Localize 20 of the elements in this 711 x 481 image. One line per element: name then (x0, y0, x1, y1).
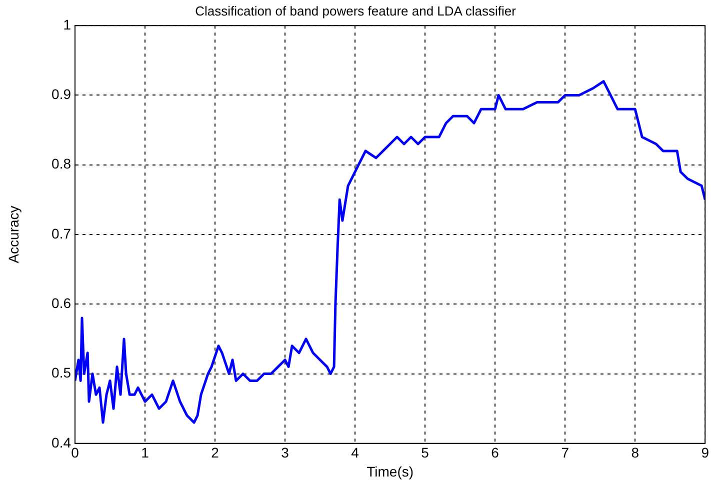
x-tick-label: 8 (631, 444, 640, 461)
y-tick-label: 0.8 (52, 156, 72, 172)
x-tick-label: 9 (701, 444, 710, 461)
x-tick-label: 5 (421, 444, 430, 461)
x-tick-label: 2 (211, 444, 220, 461)
y-tick-label: 0.5 (52, 364, 72, 381)
y-tick-label: 1 (63, 16, 72, 32)
x-tick-label: 7 (561, 444, 570, 461)
x-axis-title: Time(s) (366, 463, 414, 480)
y-axis-title: Accuracy (5, 206, 22, 264)
chart-title: Classification of band powers feature and LDA classifier (195, 3, 517, 18)
y-tick-label: 0.6 (52, 294, 72, 311)
y-tick-label: 0.7 (52, 225, 72, 242)
x-tick-label: 1 (141, 444, 150, 461)
x-tick-label: 3 (281, 444, 290, 461)
y-tick-label: 0.4 (52, 434, 72, 450)
y-tick-label: 0.9 (52, 86, 72, 102)
x-tick-label: 4 (351, 444, 360, 461)
x-tick-label: 6 (491, 444, 500, 461)
x-tick-label: 0 (71, 444, 80, 461)
